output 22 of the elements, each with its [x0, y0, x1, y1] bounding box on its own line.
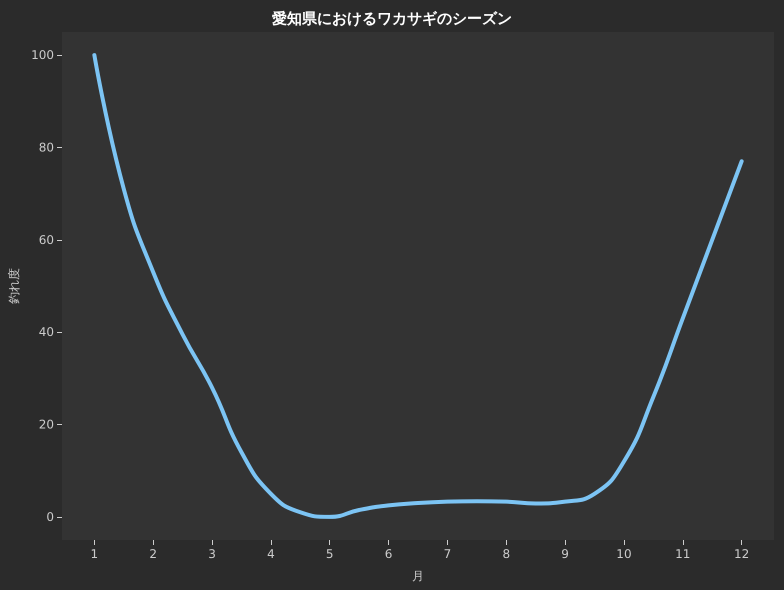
- x-tick-label: 12: [734, 547, 750, 561]
- x-tick-label: 8: [502, 547, 510, 561]
- y-tick-label: 20: [38, 418, 54, 432]
- x-axis-title: 月: [412, 569, 424, 583]
- x-tick-label: 4: [267, 547, 275, 561]
- x-tick-label: 2: [149, 547, 158, 561]
- y-tick-label: 80: [38, 140, 54, 154]
- line-series: [92, 53, 744, 519]
- y-tick-label: 0: [46, 510, 54, 524]
- x-tick-label: 6: [384, 547, 392, 561]
- x-tick-label: 3: [208, 547, 216, 561]
- x-tick-label: 9: [561, 547, 569, 561]
- y-tick-label: 100: [31, 48, 54, 62]
- y-tick-label: 60: [38, 232, 54, 247]
- x-tick-label: 1: [90, 547, 98, 561]
- y-axis-title: 釣れ度: [7, 268, 21, 304]
- y-tick-label: 40: [38, 325, 54, 340]
- x-tick-label: 5: [326, 547, 334, 561]
- x-tick-label: 11: [675, 547, 690, 561]
- x-tick-label: 7: [444, 547, 452, 561]
- chart-title: 愛知県におけるワカサギのシーズン: [272, 10, 512, 28]
- x-tick-label: 10: [616, 547, 632, 561]
